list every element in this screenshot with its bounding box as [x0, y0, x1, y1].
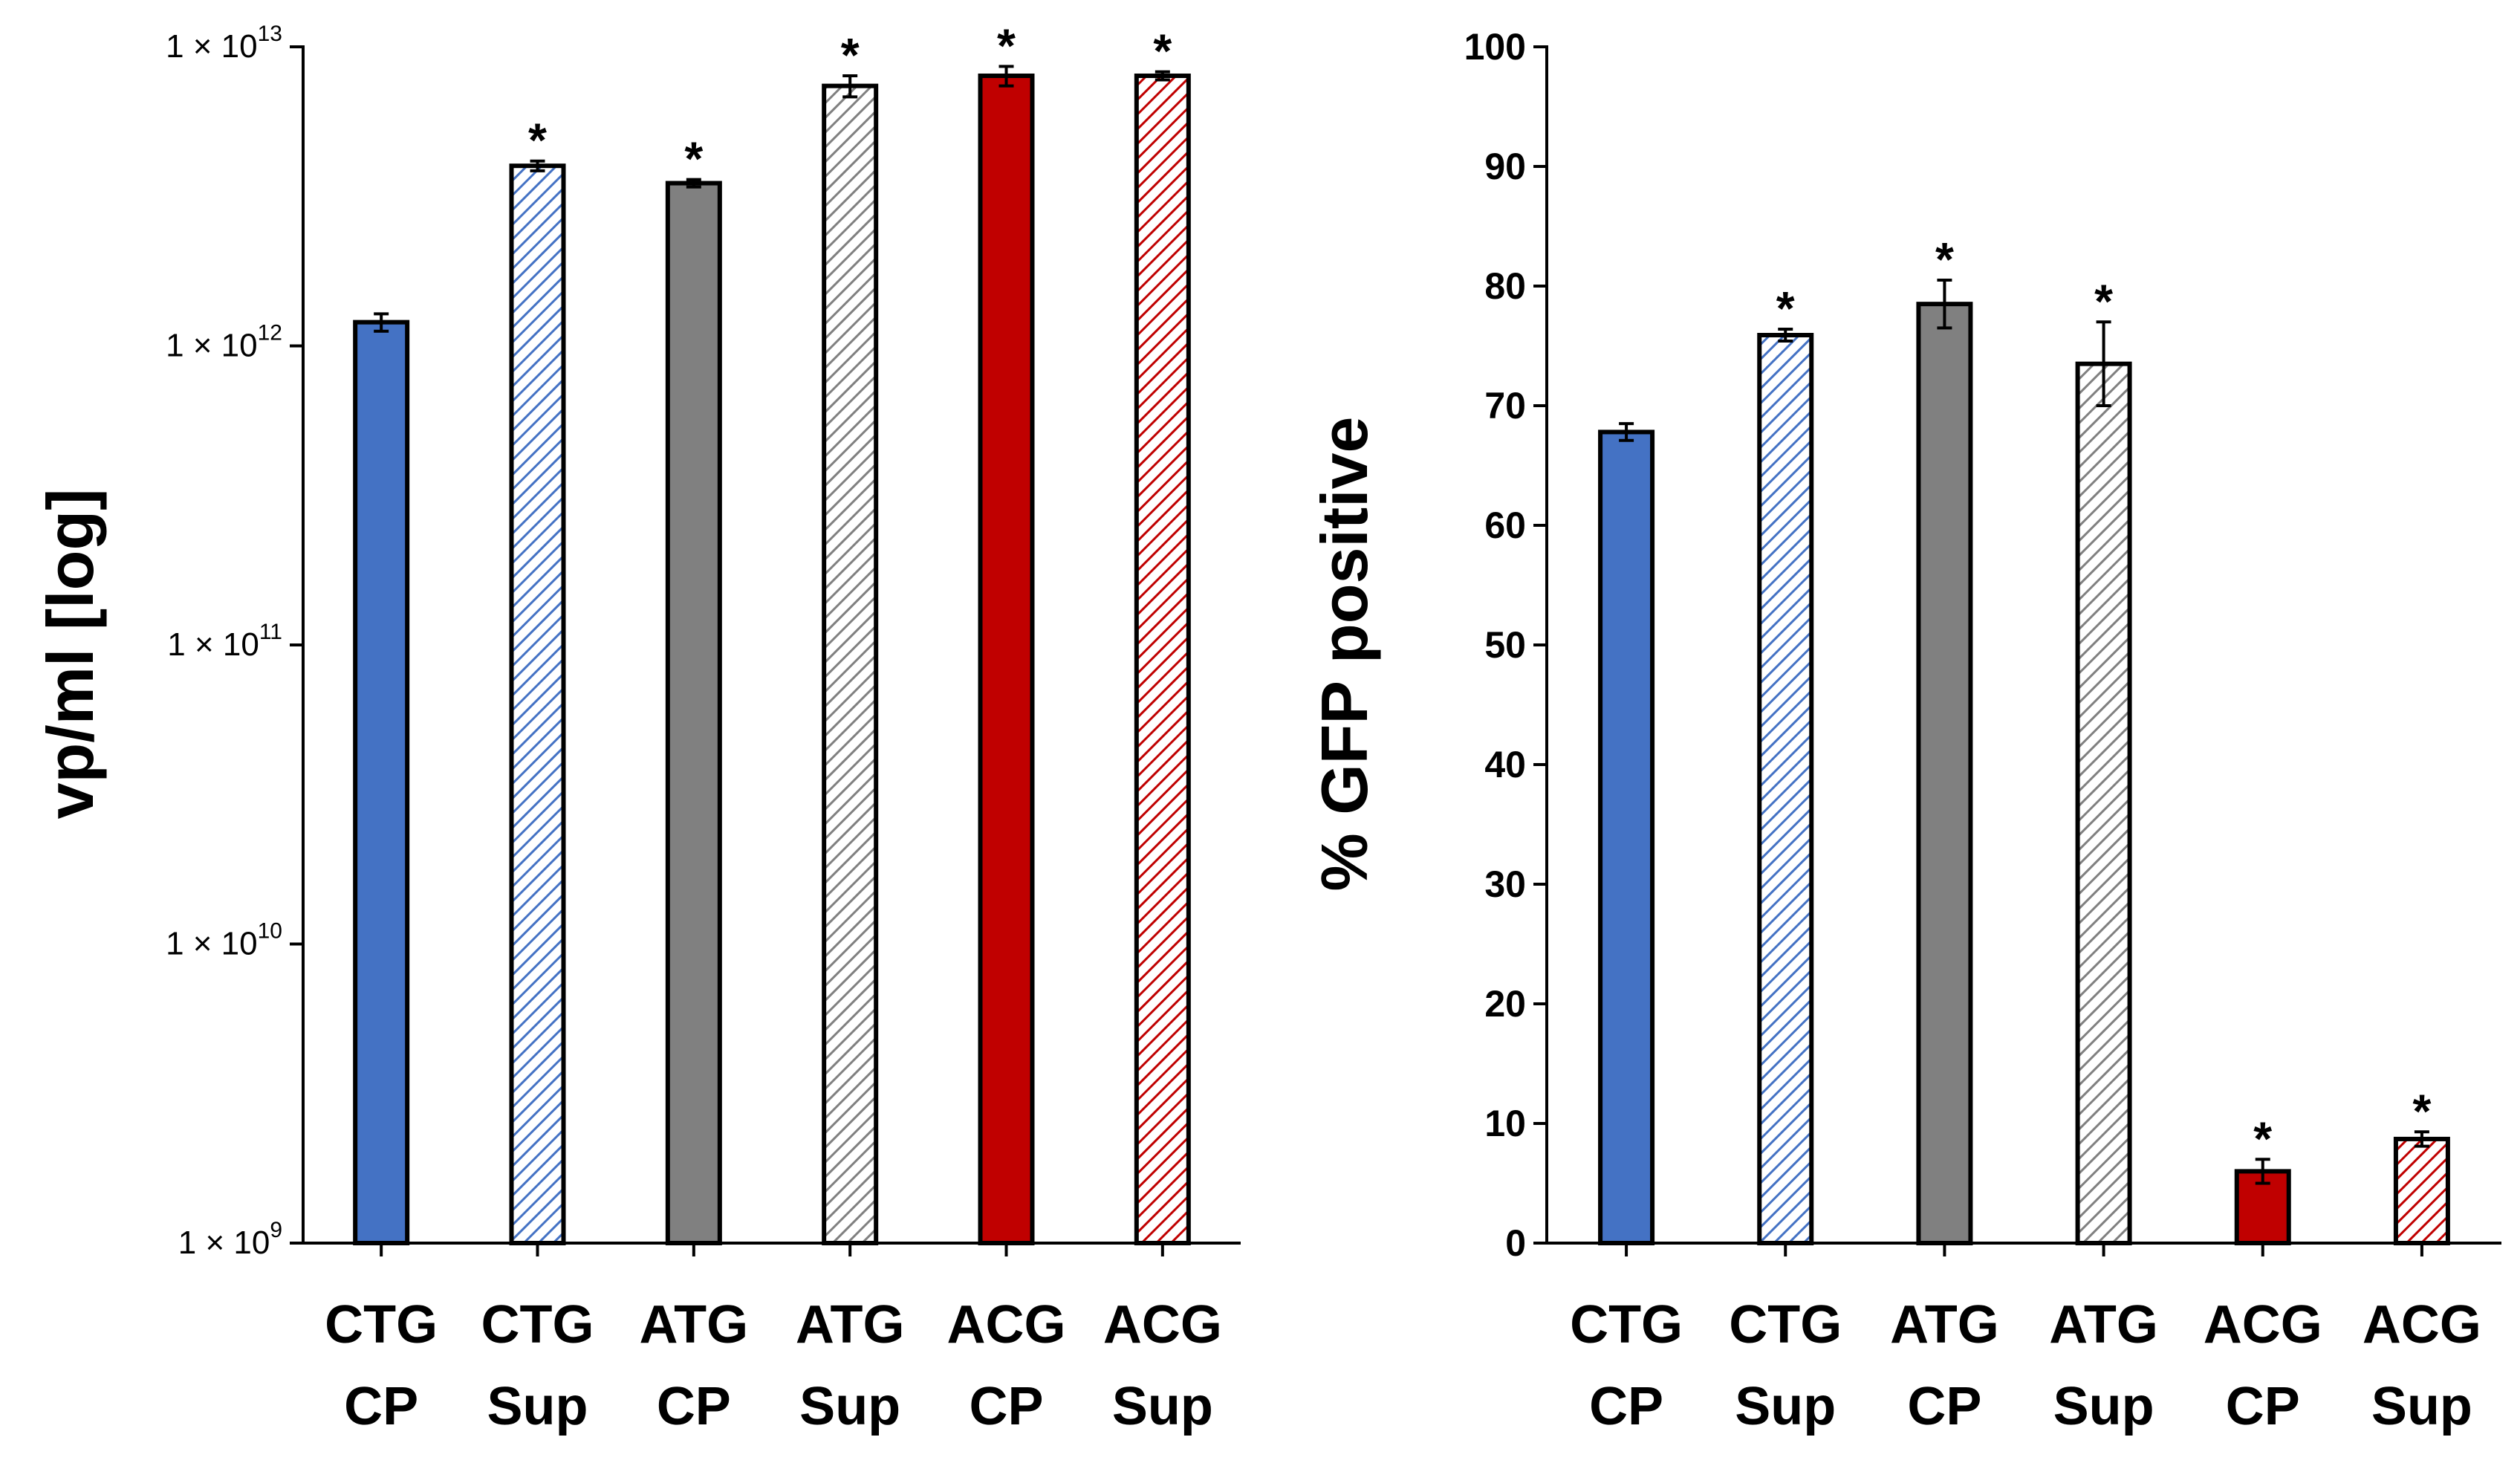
category-label-line2: CP	[2226, 1377, 2300, 1436]
category-label-line1: ACG	[947, 1295, 1066, 1355]
category-label-line1: CTG	[481, 1295, 594, 1355]
bar	[509, 163, 566, 1245]
y-tick-label: 1 × 1012	[166, 321, 282, 364]
significance-marker: *	[528, 114, 547, 167]
category-label-line2: Sup	[1735, 1377, 1836, 1436]
y-tick-label: 1 × 1013	[166, 22, 282, 65]
chart-gfp-ylabel: % GFP positive	[1308, 417, 1381, 892]
y-tick-label: 100	[1464, 26, 1526, 68]
category-label-line2: CP	[1589, 1377, 1663, 1436]
y-tick-label: 1 × 109	[178, 1218, 282, 1261]
significance-marker: *	[2253, 1112, 2272, 1165]
bar	[1134, 74, 1191, 1246]
significance-marker: *	[684, 132, 703, 186]
bar	[2075, 361, 2132, 1245]
category-label-line2: Sup	[487, 1377, 588, 1436]
bar	[1757, 333, 1814, 1245]
y-tick-label: 70	[1484, 385, 1526, 426]
category-label-line1: ATG	[2049, 1295, 2158, 1355]
bar	[1598, 429, 1655, 1245]
category-label-line1: ATG	[640, 1295, 749, 1355]
y-tick-label: 10	[1484, 1103, 1526, 1144]
category-label-line2: CP	[969, 1377, 1043, 1436]
category-label-line2: Sup	[2053, 1377, 2154, 1436]
y-tick-label: 1 × 1011	[167, 620, 282, 663]
category-label-line2: Sup	[2371, 1377, 2472, 1436]
y-tick-label: 30	[1484, 863, 1526, 905]
significance-marker: *	[2412, 1084, 2431, 1138]
significance-marker: *	[1935, 233, 1954, 286]
bar	[353, 320, 410, 1246]
category-label-line1: ACG	[2204, 1295, 2322, 1355]
significance-marker: *	[2094, 274, 2113, 328]
category-label-line2: CP	[344, 1377, 418, 1436]
category-label-line2: CP	[1907, 1377, 1981, 1436]
y-tick-label: 20	[1484, 983, 1526, 1025]
significance-marker: *	[1776, 282, 1795, 335]
significance-marker: *	[841, 28, 860, 82]
bar	[665, 181, 722, 1246]
y-tick-label: 40	[1484, 744, 1526, 785]
bar	[2393, 1136, 2450, 1246]
significance-marker: *	[1153, 25, 1172, 78]
y-tick-label: 0	[1505, 1222, 1526, 1264]
chart-gfp-positive: % GFP positive 0 10 20 30 40 50 60 70 80 90 100 CTG…	[1308, 26, 2501, 1436]
category-label-line2: CP	[657, 1377, 731, 1436]
significance-marker: *	[997, 19, 1016, 72]
chart-vp-plot-area: 1 × 109 1 × 1010 1 × 1011 1 × 1012 1 × 1013 C…	[166, 19, 1241, 1436]
category-label-line1: ACG	[1103, 1295, 1222, 1355]
y-tick-label: 90	[1484, 146, 1526, 187]
category-label-line2: Sup	[1112, 1377, 1213, 1436]
bar	[822, 83, 879, 1245]
chart-gfp-plot-area: 0 10 20 30 40 50 60 70 80 90 100 CTG CP * CTG Sup * ATG CP…	[1464, 26, 2501, 1436]
y-tick-label: 1 × 1010	[166, 919, 282, 962]
chart-vp-ylabel: vp/ml [log]	[33, 489, 107, 820]
bar	[978, 74, 1035, 1246]
bar	[1916, 302, 1973, 1245]
category-label-line1: ATG	[796, 1295, 905, 1355]
category-label-line1: ACG	[2362, 1295, 2481, 1355]
category-label-line1: ATG	[1890, 1295, 1999, 1355]
category-label-line1: CTG	[1570, 1295, 1683, 1355]
category-label-line1: CTG	[1729, 1295, 1842, 1355]
category-label-line1: CTG	[325, 1295, 438, 1355]
category-label-line2: Sup	[799, 1377, 900, 1436]
y-tick-label: 60	[1484, 505, 1526, 546]
y-tick-label: 80	[1484, 265, 1526, 307]
y-tick-label: 50	[1484, 624, 1526, 666]
